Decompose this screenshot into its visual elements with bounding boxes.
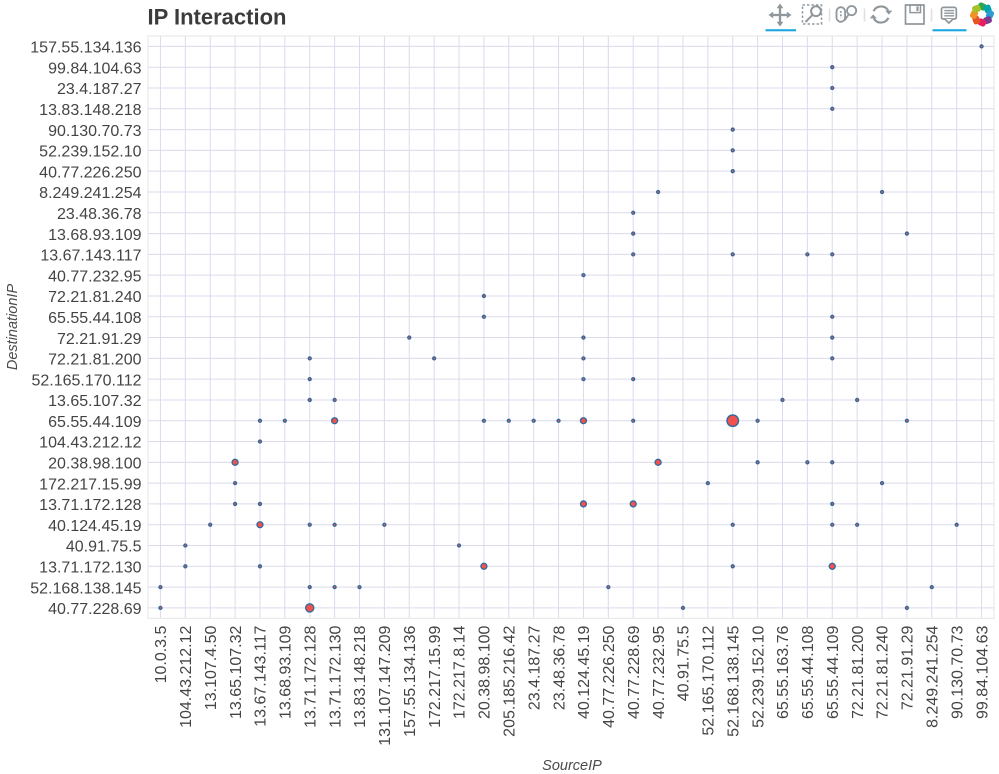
svg-text:13.107.4.50: 13.107.4.50 bbox=[203, 626, 220, 711]
svg-text:52.239.152.10: 52.239.152.10 bbox=[750, 626, 767, 728]
svg-text:52.165.170.112: 52.165.170.112 bbox=[31, 372, 141, 389]
svg-text:40.77.226.250: 40.77.226.250 bbox=[39, 164, 141, 181]
svg-text:13.67.143.117: 13.67.143.117 bbox=[253, 626, 270, 727]
svg-text:23.48.36.78: 23.48.36.78 bbox=[551, 626, 568, 711]
svg-text:52.168.138.145: 52.168.138.145 bbox=[30, 580, 141, 597]
svg-text:20.38.98.100: 20.38.98.100 bbox=[48, 456, 142, 473]
svg-text:72.21.81.240: 72.21.81.240 bbox=[875, 625, 892, 719]
svg-text:23.4.187.27: 23.4.187.27 bbox=[57, 81, 142, 98]
svg-text:SourceIP: SourceIP bbox=[542, 758, 602, 774]
svg-text:IP Interaction: IP Interaction bbox=[148, 5, 287, 30]
svg-text:40.77.228.69: 40.77.228.69 bbox=[48, 601, 142, 618]
svg-text:23.48.36.78: 23.48.36.78 bbox=[57, 206, 142, 223]
svg-text:13.83.148.218: 13.83.148.218 bbox=[39, 102, 141, 119]
svg-text:52.239.152.10: 52.239.152.10 bbox=[39, 144, 141, 161]
svg-text:20.38.98.100: 20.38.98.100 bbox=[477, 625, 494, 719]
svg-text:13.65.107.32: 13.65.107.32 bbox=[228, 625, 245, 719]
svg-text:65.55.44.108: 65.55.44.108 bbox=[800, 625, 817, 719]
svg-text:40.91.75.5: 40.91.75.5 bbox=[676, 625, 693, 701]
svg-text:40.77.226.250: 40.77.226.250 bbox=[601, 626, 618, 728]
svg-text:99.84.104.63: 99.84.104.63 bbox=[48, 60, 142, 77]
svg-text:10.0.3.5: 10.0.3.5 bbox=[153, 625, 170, 683]
svg-text:40.77.232.95: 40.77.232.95 bbox=[651, 625, 668, 719]
svg-text:65.55.44.108: 65.55.44.108 bbox=[48, 310, 142, 327]
svg-text:52.168.138.145: 52.168.138.145 bbox=[725, 625, 742, 736]
svg-text:13.71.172.128: 13.71.172.128 bbox=[302, 626, 319, 728]
svg-text:90.130.70.73: 90.130.70.73 bbox=[48, 123, 142, 140]
svg-text:40.91.75.5: 40.91.75.5 bbox=[66, 539, 142, 556]
svg-text:72.21.81.240: 72.21.81.240 bbox=[48, 289, 142, 306]
svg-text:13.71.172.130: 13.71.172.130 bbox=[39, 560, 141, 577]
svg-text:172.217.15.99: 172.217.15.99 bbox=[39, 476, 141, 493]
svg-text:65.55.44.109: 65.55.44.109 bbox=[825, 625, 842, 719]
svg-text:13.71.172.130: 13.71.172.130 bbox=[327, 626, 344, 728]
svg-text:13.65.107.32: 13.65.107.32 bbox=[48, 393, 142, 410]
svg-text:172.217.8.14: 172.217.8.14 bbox=[452, 625, 469, 719]
svg-text:8.249.241.254: 8.249.241.254 bbox=[924, 626, 941, 728]
svg-text:90.130.70.73: 90.130.70.73 bbox=[949, 625, 966, 719]
svg-text:40.77.228.69: 40.77.228.69 bbox=[626, 625, 643, 719]
svg-text:104.43.212.12: 104.43.212.12 bbox=[178, 626, 195, 728]
svg-text:72.21.81.200: 72.21.81.200 bbox=[48, 352, 142, 369]
svg-text:99.84.104.63: 99.84.104.63 bbox=[974, 625, 991, 719]
svg-text:40.77.232.95: 40.77.232.95 bbox=[48, 268, 142, 285]
svg-text:DestinationIP: DestinationIP bbox=[5, 284, 21, 371]
svg-text:13.68.93.109: 13.68.93.109 bbox=[278, 625, 295, 719]
svg-text:205.185.216.42: 205.185.216.42 bbox=[501, 625, 518, 736]
svg-text:157.55.134.136: 157.55.134.136 bbox=[402, 625, 419, 736]
svg-text:52.165.170.112: 52.165.170.112 bbox=[701, 625, 718, 735]
svg-text:8.249.241.254: 8.249.241.254 bbox=[39, 185, 141, 202]
svg-text:172.217.15.99: 172.217.15.99 bbox=[427, 626, 444, 728]
svg-text:157.55.134.136: 157.55.134.136 bbox=[30, 40, 141, 57]
svg-text:13.67.143.117: 13.67.143.117 bbox=[40, 248, 141, 265]
svg-text:131.107.147.209: 131.107.147.209 bbox=[377, 626, 394, 746]
svg-text:13.68.93.109: 13.68.93.109 bbox=[48, 227, 142, 244]
svg-text:40.124.45.19: 40.124.45.19 bbox=[48, 518, 142, 535]
svg-text:104.43.212.12: 104.43.212.12 bbox=[39, 435, 141, 452]
svg-text:23.4.187.27: 23.4.187.27 bbox=[526, 626, 543, 711]
svg-text:40.124.45.19: 40.124.45.19 bbox=[576, 625, 593, 719]
svg-text:13.83.148.218: 13.83.148.218 bbox=[352, 626, 369, 728]
svg-text:72.21.91.29: 72.21.91.29 bbox=[900, 626, 917, 711]
svg-text:13.71.172.128: 13.71.172.128 bbox=[39, 497, 141, 514]
svg-text:65.55.44.109: 65.55.44.109 bbox=[48, 414, 142, 431]
svg-text:72.21.81.200: 72.21.81.200 bbox=[850, 625, 867, 719]
svg-text:72.21.91.29: 72.21.91.29 bbox=[57, 331, 142, 348]
svg-text:65.55.163.76: 65.55.163.76 bbox=[775, 625, 792, 719]
